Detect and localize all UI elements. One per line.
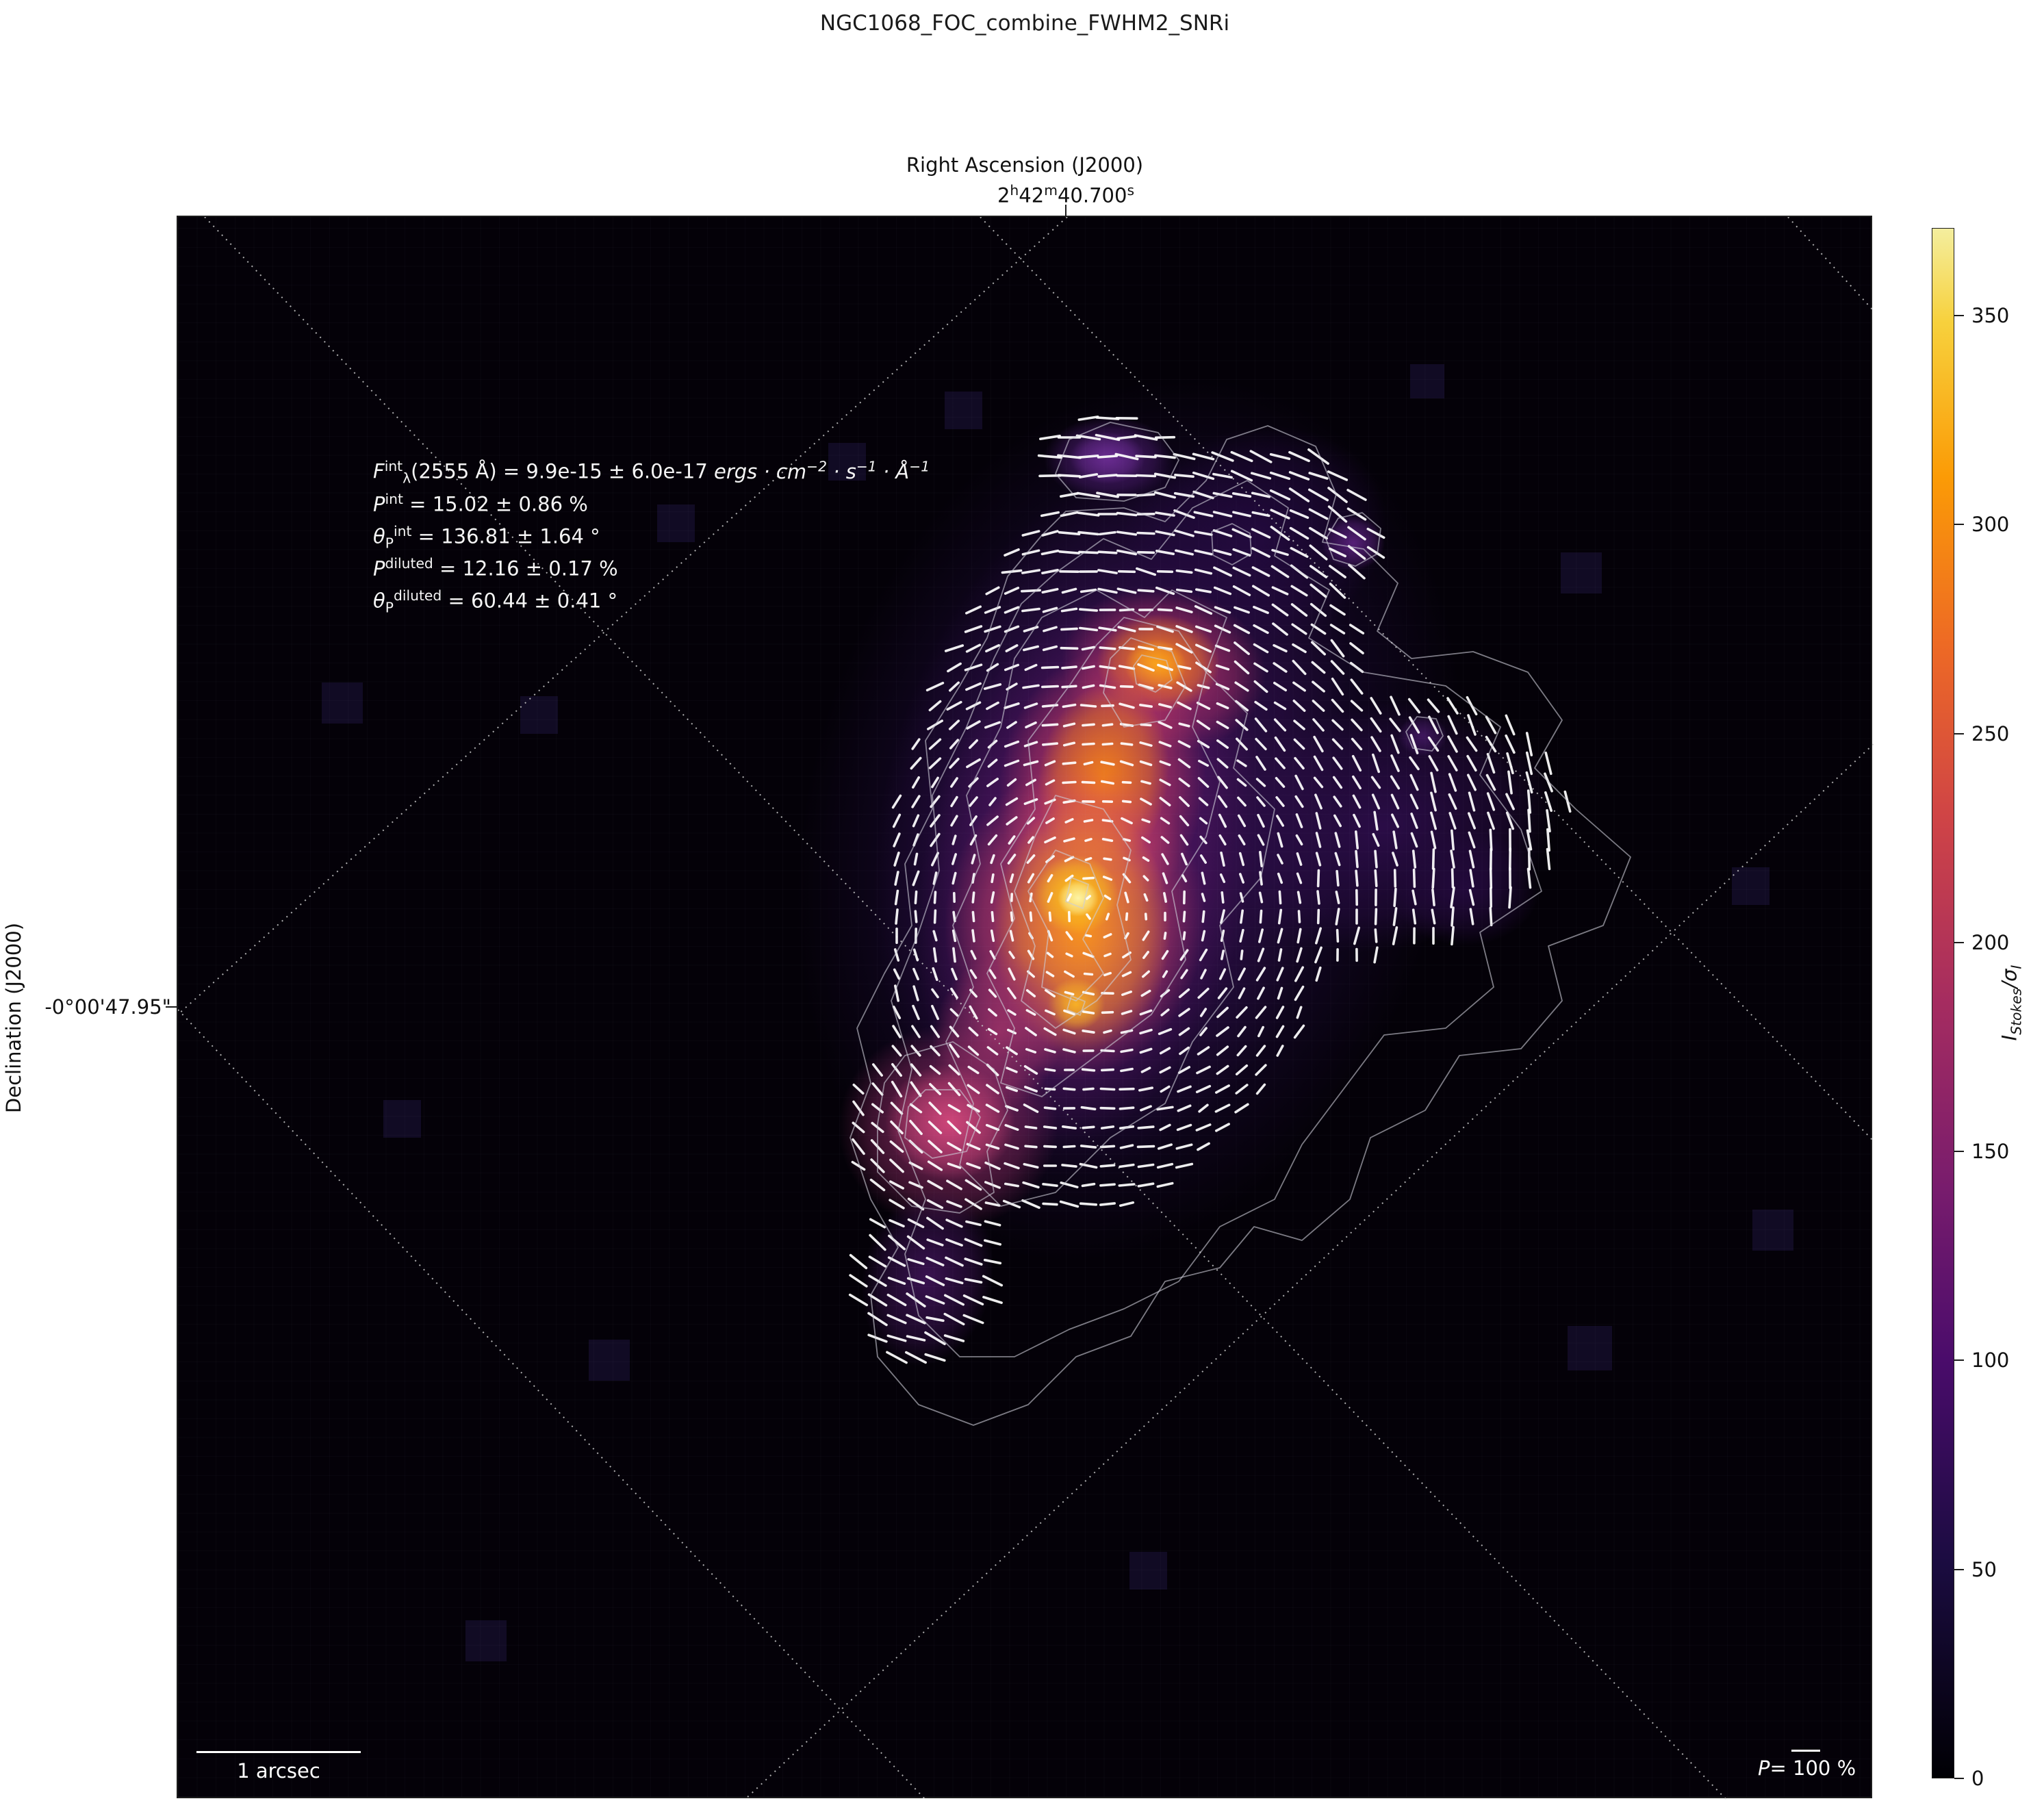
- page-title: NGC1068_FOC_combine_FWHM2_SNRi: [819, 11, 1230, 36]
- noise-patches: [322, 364, 1793, 1661]
- x-axis-tick-label: 2h42m40.700s: [997, 182, 1135, 207]
- colorbar: [1932, 228, 1954, 1778]
- colorbar-tick-label: 50: [1971, 1557, 1997, 1581]
- colorbar-tick-label: 0: [1971, 1767, 1984, 1790]
- annotation-theta-int: θPint = 136.81 ± 1.64 °: [373, 523, 600, 552]
- y-axis-label: Declination (J2000): [2, 922, 25, 1114]
- sky-map-canvas: [178, 217, 1874, 1800]
- scale-bar-label: 1 arcsec: [237, 1759, 320, 1783]
- x-axis-tick-mark: [1065, 205, 1066, 216]
- colorbar-tick-mark: [1954, 315, 1964, 317]
- colorbar-tick-mark: [1954, 941, 1964, 943]
- colorbar-tick-label: 250: [1971, 721, 2010, 745]
- colorbar-tick-mark: [1954, 732, 1964, 734]
- annotation-flux: Fintλ(2555 Å) = 9.9e-15 ± 6.0e-17 ergs ·…: [373, 458, 930, 487]
- scale-bar: [196, 1751, 361, 1753]
- annotation-p-diluted: Pdiluted = 12.16 ± 0.17 %: [373, 555, 618, 580]
- colorbar-tick-mark: [1954, 524, 1964, 526]
- colorbar-tick-mark: [1954, 1778, 1964, 1779]
- colorbar-tick-label: 200: [1971, 930, 2010, 954]
- polarization-vectors: [848, 416, 1572, 1364]
- colorbar-tick-mark: [1954, 1151, 1964, 1153]
- annotation-theta-diluted: θPdiluted = 60.44 ± 0.41 °: [373, 587, 618, 616]
- colorbar-tick-label: 350: [1971, 304, 2010, 328]
- snr-contours: [849, 422, 1631, 1426]
- y-axis-tick-label: -0°00'47.95": [44, 995, 171, 1019]
- colorbar-tick-mark: [1954, 1359, 1964, 1362]
- colorbar-tick-label: 150: [1971, 1140, 2010, 1164]
- x-axis-label: Right Ascension (J2000): [906, 153, 1144, 177]
- y-axis-tick-mark: [166, 1006, 177, 1008]
- polarization-reference-label: P= 100 %: [1758, 1756, 1856, 1780]
- colorbar-tick-label: 300: [1971, 513, 2010, 537]
- colorbar-tick-mark: [1954, 1568, 1964, 1570]
- annotation-p-int: Pint = 15.02 ± 0.86 %: [373, 491, 588, 516]
- colorbar-label: IStokes/σI: [1997, 965, 2025, 1041]
- polarization-reference-bar: [1791, 1750, 1820, 1752]
- colorbar-tick-label: 100: [1971, 1349, 2010, 1372]
- wcs-grid-lines: [178, 217, 1874, 1800]
- sky-map-plot: Fintλ(2555 Å) = 9.9e-15 ± 6.0e-17 ergs ·…: [177, 216, 1874, 1800]
